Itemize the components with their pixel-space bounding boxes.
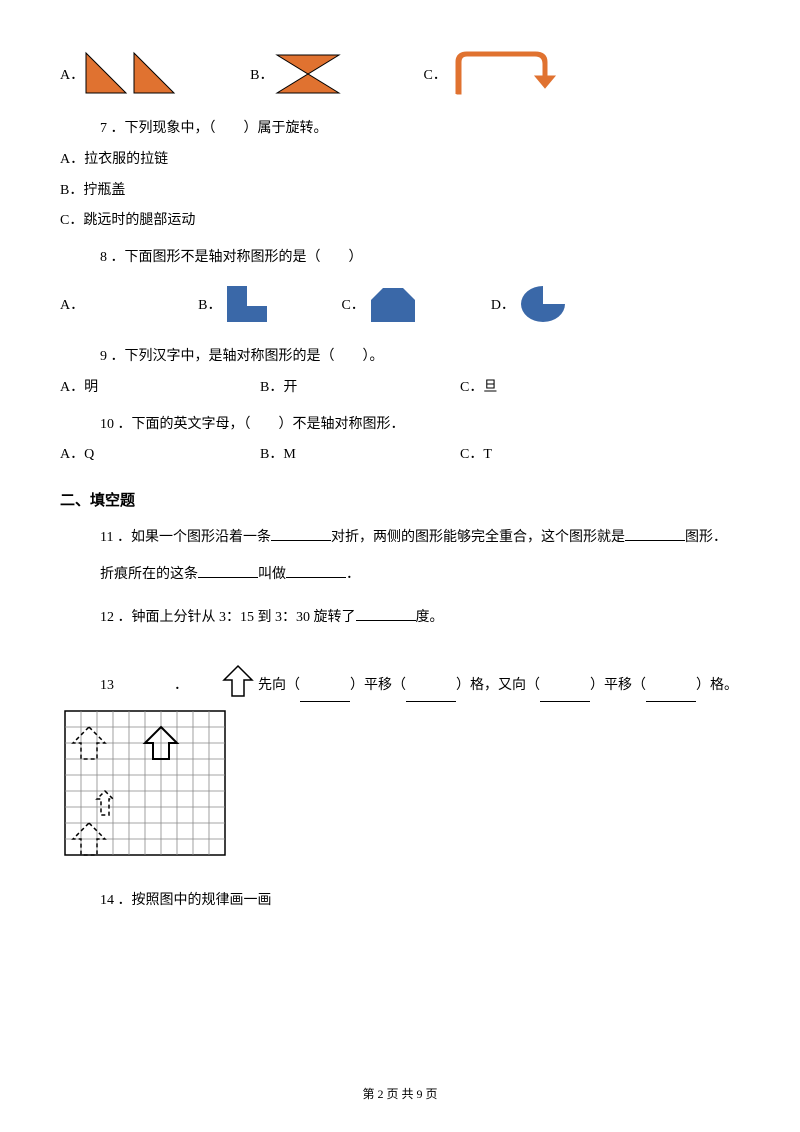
q6-optB-label: B．	[250, 64, 273, 84]
q7-optA: A．拉衣服的拉链	[60, 145, 740, 176]
blank[interactable]	[646, 685, 696, 702]
section-title: 二、填空题	[60, 489, 740, 510]
grid-figure	[60, 706, 740, 866]
q13-dot: ．	[174, 671, 188, 702]
blank[interactable]	[406, 685, 456, 702]
q11-text: 11 ．如果一个图形沿着一条对折，两侧的图形能够完全重合，这个图形就是图形．折痕…	[60, 520, 740, 593]
q13-part2: ）平移（	[350, 671, 406, 702]
q6-optA-label: A．	[60, 64, 84, 84]
q9-stem: 9 ．下列汉字中，是轴对称图形的是（ ）。	[60, 342, 740, 373]
q7-stem: 7 ．下列现象中，（ ）属于旋转。	[60, 114, 740, 145]
q7-optC: C．跳远时的腿部运动	[60, 206, 740, 237]
hourglass-icon	[273, 51, 343, 97]
q11-part5: ．	[346, 567, 360, 582]
blank[interactable]	[286, 561, 346, 578]
q9-options: A．明 B．开 C．旦	[60, 373, 740, 404]
blank[interactable]	[300, 685, 350, 702]
q13-part5: ）格。	[696, 671, 738, 702]
q6-options: A． B． C．	[60, 50, 740, 98]
q12-part1: 12 ．钟面上分针从 3：15 到 3：30 旋转了	[100, 610, 356, 625]
grid-arrows-icon	[60, 706, 230, 866]
q7-optB: B．拧瓶盖	[60, 176, 740, 207]
q10-options: A．Q B．M C．T	[60, 440, 740, 471]
triangles-icon	[84, 51, 180, 97]
q8-optA-label: A．	[60, 294, 84, 314]
blank[interactable]	[625, 524, 685, 541]
q6-optC-label: C．	[423, 64, 446, 84]
blank[interactable]	[271, 524, 331, 541]
q8-stem: 8 ．下面图形不是轴对称图形的是（ ）	[60, 243, 740, 274]
q13-part1: 先向（	[258, 671, 300, 702]
q8-options: A． B． C． D．	[60, 282, 740, 326]
q14-text: 14 ．按照图中的规律画一画	[60, 886, 740, 917]
q11-part4: 叫做	[258, 567, 286, 582]
blank[interactable]	[356, 604, 416, 621]
q10-optA: A．Q	[60, 440, 260, 471]
q8-optC-label: C．	[341, 294, 364, 314]
pentagon-house-icon	[365, 282, 421, 326]
q13-part4: ）平移（	[590, 671, 646, 702]
crescent-icon	[84, 282, 128, 326]
blank[interactable]	[198, 561, 258, 578]
blank[interactable]	[540, 685, 590, 702]
up-arrow-icon	[218, 662, 258, 702]
q10-stem: 10 ．下面的英文字母，（ ）不是轴对称图形．	[60, 410, 740, 441]
q13-label: 13	[100, 671, 114, 702]
q11-part2: 对折，两侧的图形能够完全重合，这个图形就是	[331, 530, 625, 545]
q12-part2: 度。	[416, 610, 444, 625]
q13-row: 13 ． 先向（ ）平移（ ）格，又向（ ）平移（ ）格。	[60, 662, 740, 702]
q9-optA: A．明	[60, 373, 260, 404]
q9-optC: C．旦	[460, 373, 497, 404]
q13-part3: ）格，又向（	[456, 671, 540, 702]
arrow-loop-icon	[447, 50, 557, 98]
q8-optB-label: B．	[198, 294, 221, 314]
q11-part1: 11 ．如果一个图形沿着一条	[100, 530, 271, 545]
q10-optC: C．T	[460, 440, 492, 471]
q8-optD-label: D．	[491, 294, 515, 314]
q10-optB: B．M	[260, 440, 460, 471]
page-footer: 第 2 页 共 9 页	[0, 1085, 800, 1102]
q9-optB: B．开	[260, 373, 460, 404]
q12-text: 12 ．钟面上分针从 3：15 到 3：30 旋转了 度。	[60, 603, 740, 634]
pacman-icon	[515, 282, 571, 326]
l-shape-icon	[221, 282, 271, 326]
